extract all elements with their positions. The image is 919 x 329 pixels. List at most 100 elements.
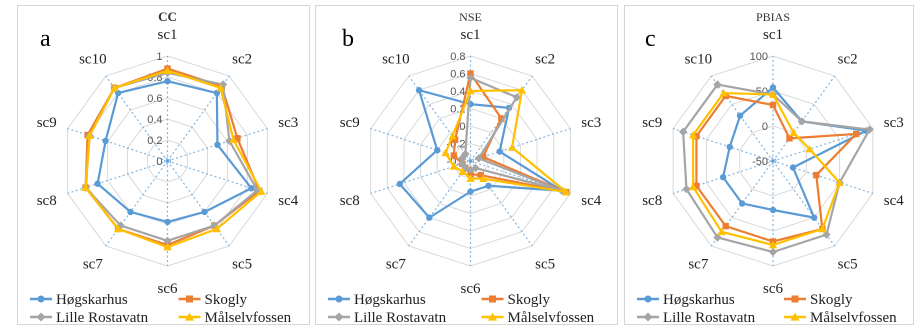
category-label: sc9	[37, 115, 57, 131]
data-point	[805, 144, 814, 153]
data-point	[485, 182, 492, 189]
data-point	[813, 171, 820, 179]
chart-title: CC	[158, 9, 177, 24]
legend-marker	[37, 295, 45, 303]
tick-label: 0	[762, 121, 768, 133]
category-label: sc1	[461, 27, 481, 43]
data-point	[458, 159, 467, 168]
data-point	[738, 200, 746, 207]
data-point	[713, 233, 722, 242]
data-point	[164, 78, 171, 85]
data-point	[434, 146, 441, 154]
legend-label: Målselvfossen	[810, 310, 897, 326]
data-point	[450, 152, 458, 159]
data-point	[477, 171, 484, 179]
data-point	[496, 148, 503, 155]
series-line	[721, 86, 868, 219]
panel-label-a: a	[40, 26, 51, 52]
legend-marker	[334, 312, 344, 322]
legend-label: Høgskarhus	[663, 292, 735, 308]
data-point	[163, 66, 172, 75]
data-point	[786, 135, 793, 142]
data-point	[789, 164, 797, 171]
category-label: sc4	[278, 193, 298, 209]
axis-spoke	[105, 160, 168, 247]
category-label: sc3	[581, 115, 601, 131]
tick-label: 0	[459, 121, 465, 133]
data-point	[441, 148, 450, 157]
data-point	[201, 208, 208, 216]
legend-label: Lille Rostavatn	[663, 310, 756, 326]
grid-ring	[705, 90, 841, 232]
grid-center	[769, 157, 777, 165]
radar-chart-pbias: PBIAS-50050100sc1sc2sc3sc4sc5sc6sc7sc8sc…	[637, 10, 904, 326]
legend-marker	[643, 312, 653, 322]
chart-title: NSE	[459, 10, 482, 24]
data-point	[471, 163, 480, 173]
data-point	[467, 188, 474, 195]
data-point	[719, 174, 727, 181]
panel-pbias: PBIAS -50 0 50 100 sc1 sc2 sc3 sc4 sc5 sc6 sc7 sc8 sc…	[624, 5, 914, 326]
data-point	[479, 153, 487, 161]
category-label: sc10	[382, 51, 410, 67]
data-point	[253, 186, 262, 195]
category-label: sc3	[884, 115, 904, 131]
data-point	[717, 227, 726, 236]
chart-title: PBIAS	[756, 10, 790, 24]
data-point	[451, 136, 459, 143]
legend-marker	[644, 295, 652, 303]
data-point	[853, 130, 860, 138]
data-point	[214, 141, 221, 148]
data-point	[164, 218, 171, 226]
data-point	[726, 143, 733, 151]
series-line	[695, 94, 858, 243]
panel-label-c: c	[645, 26, 656, 52]
category-label: sc10	[685, 51, 713, 67]
data-point	[507, 143, 517, 151]
data-point	[81, 183, 90, 191]
data-point	[216, 83, 225, 92]
grid-center	[164, 157, 171, 165]
tick-label: 0.2	[147, 135, 162, 147]
data-point	[688, 182, 698, 191]
data-point	[769, 84, 777, 91]
data-point	[449, 162, 459, 170]
data-point	[113, 224, 123, 233]
data-point	[768, 90, 778, 98]
panel-cc: CC 0 0.2 0.4 0.6 0.8 1 sc1 sc2 sc3 sc4 sc5 sc6 sc7 sc8…	[17, 5, 310, 326]
data-point	[719, 88, 728, 97]
legend-marker	[487, 312, 498, 321]
radar-chart-cc: CC00.20.40.60.81sc1sc2sc3sc4sc5sc6sc7sc8…	[30, 9, 299, 326]
axis-spoke	[370, 127, 471, 162]
category-label: sc6	[763, 281, 783, 297]
legend-marker	[335, 295, 343, 303]
data-point	[736, 112, 744, 119]
category-label: sc10	[79, 51, 107, 67]
data-point	[768, 247, 778, 257]
data-point	[769, 101, 777, 109]
category-label: sc8	[340, 193, 360, 209]
category-label: sc1	[158, 27, 178, 43]
data-point	[229, 135, 238, 143]
series-line	[692, 91, 841, 247]
category-label: sc4	[581, 193, 601, 209]
tick-label: 0.4	[450, 86, 465, 98]
category-label: sc5	[838, 257, 858, 273]
data-point	[248, 185, 255, 192]
tick-label: 0.8	[450, 51, 465, 63]
category-label: sc4	[884, 193, 904, 209]
data-point	[769, 206, 777, 214]
axis-spoke	[167, 127, 268, 162]
category-label: sc8	[642, 193, 662, 209]
data-point	[682, 184, 691, 194]
legend-label: Lille Rostavatn	[56, 310, 149, 326]
data-point	[517, 86, 527, 94]
legend-marker	[186, 295, 193, 303]
tick-label: 0.4	[147, 114, 162, 126]
data-point	[85, 131, 94, 140]
data-point	[466, 174, 475, 182]
data-point	[467, 170, 474, 178]
category-label: sc9	[340, 115, 360, 131]
legend-marker	[184, 312, 195, 321]
tick-label: 0.6	[147, 93, 162, 105]
